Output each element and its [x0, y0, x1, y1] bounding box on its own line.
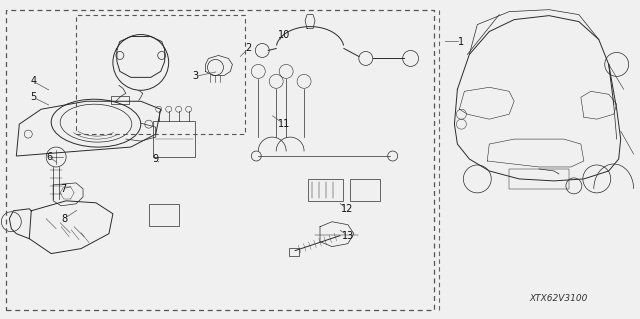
Bar: [509, 169, 569, 189]
Bar: [308, 179, 343, 201]
Text: 5: 5: [30, 92, 36, 102]
Bar: [153, 121, 195, 157]
Bar: [350, 179, 380, 201]
Text: 9: 9: [153, 154, 159, 164]
Text: 6: 6: [46, 152, 52, 162]
Text: 10: 10: [278, 30, 291, 40]
Text: 13: 13: [342, 231, 354, 241]
Text: 7: 7: [60, 184, 67, 194]
Text: 1: 1: [458, 36, 465, 47]
Bar: [289, 248, 299, 256]
Text: 11: 11: [278, 119, 291, 129]
Bar: [148, 204, 179, 226]
Text: XTX62V3100: XTX62V3100: [530, 294, 588, 303]
Text: 8: 8: [61, 214, 67, 224]
Bar: [111, 96, 129, 104]
Text: 4: 4: [30, 76, 36, 86]
Text: 12: 12: [340, 204, 353, 214]
Text: 2: 2: [245, 43, 252, 54]
Text: 3: 3: [193, 71, 198, 81]
